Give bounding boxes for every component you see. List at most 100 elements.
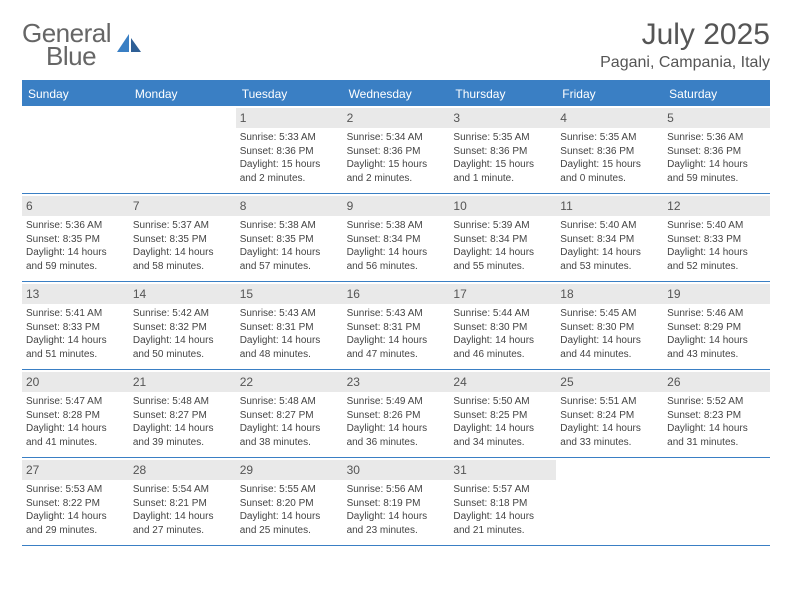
day-cell: 6Sunrise: 5:36 AMSunset: 8:35 PMDaylight… <box>22 194 129 282</box>
header: General Blue July 2025 Pagani, Campania,… <box>22 18 770 72</box>
empty-cell <box>129 106 236 194</box>
daylight-line: Daylight: 14 hours and 58 minutes. <box>133 246 232 273</box>
sunrise-line: Sunrise: 5:42 AM <box>133 307 232 321</box>
sunrise-line: Sunrise: 5:56 AM <box>347 483 446 497</box>
sunset-line: Sunset: 8:20 PM <box>240 497 339 511</box>
day-number: 18 <box>556 284 663 304</box>
dow-header: Monday <box>129 82 236 106</box>
daylight-line: Daylight: 14 hours and 51 minutes. <box>26 334 125 361</box>
day-cell: 27Sunrise: 5:53 AMSunset: 8:22 PMDayligh… <box>22 458 129 546</box>
day-cell: 3Sunrise: 5:35 AMSunset: 8:36 PMDaylight… <box>449 106 556 194</box>
daylight-line: Daylight: 14 hours and 27 minutes. <box>133 510 232 537</box>
daylight-line: Daylight: 14 hours and 57 minutes. <box>240 246 339 273</box>
sunset-line: Sunset: 8:30 PM <box>453 321 552 335</box>
day-cell: 23Sunrise: 5:49 AMSunset: 8:26 PMDayligh… <box>343 370 450 458</box>
sunrise-line: Sunrise: 5:40 AM <box>667 219 766 233</box>
daylight-line: Daylight: 14 hours and 55 minutes. <box>453 246 552 273</box>
day-number: 12 <box>663 196 770 216</box>
sunset-line: Sunset: 8:36 PM <box>560 145 659 159</box>
day-number: 2 <box>343 108 450 128</box>
day-cell: 9Sunrise: 5:38 AMSunset: 8:34 PMDaylight… <box>343 194 450 282</box>
sunrise-line: Sunrise: 5:52 AM <box>667 395 766 409</box>
day-number: 11 <box>556 196 663 216</box>
day-number: 8 <box>236 196 343 216</box>
sunset-line: Sunset: 8:35 PM <box>26 233 125 247</box>
day-cell: 29Sunrise: 5:55 AMSunset: 8:20 PMDayligh… <box>236 458 343 546</box>
day-cell: 25Sunrise: 5:51 AMSunset: 8:24 PMDayligh… <box>556 370 663 458</box>
empty-cell <box>556 458 663 546</box>
day-number: 21 <box>129 372 236 392</box>
sunrise-line: Sunrise: 5:47 AM <box>26 395 125 409</box>
sunset-line: Sunset: 8:18 PM <box>453 497 552 511</box>
day-number: 28 <box>129 460 236 480</box>
sunset-line: Sunset: 8:31 PM <box>240 321 339 335</box>
daylight-line: Daylight: 14 hours and 53 minutes. <box>560 246 659 273</box>
sunrise-line: Sunrise: 5:38 AM <box>347 219 446 233</box>
sunset-line: Sunset: 8:30 PM <box>560 321 659 335</box>
sunrise-line: Sunrise: 5:40 AM <box>560 219 659 233</box>
daylight-line: Daylight: 14 hours and 47 minutes. <box>347 334 446 361</box>
daylight-line: Daylight: 14 hours and 46 minutes. <box>453 334 552 361</box>
month-title: July 2025 <box>600 18 770 52</box>
sunrise-line: Sunrise: 5:54 AM <box>133 483 232 497</box>
day-cell: 4Sunrise: 5:35 AMSunset: 8:36 PMDaylight… <box>556 106 663 194</box>
day-number: 30 <box>343 460 450 480</box>
day-number: 17 <box>449 284 556 304</box>
sunset-line: Sunset: 8:28 PM <box>26 409 125 423</box>
sunset-line: Sunset: 8:29 PM <box>667 321 766 335</box>
sunrise-line: Sunrise: 5:53 AM <box>26 483 125 497</box>
day-cell: 2Sunrise: 5:34 AMSunset: 8:36 PMDaylight… <box>343 106 450 194</box>
sunset-line: Sunset: 8:34 PM <box>560 233 659 247</box>
sunrise-line: Sunrise: 5:48 AM <box>240 395 339 409</box>
day-number: 3 <box>449 108 556 128</box>
daylight-line: Daylight: 15 hours and 1 minute. <box>453 158 552 185</box>
dow-header: Sunday <box>22 82 129 106</box>
sunrise-line: Sunrise: 5:37 AM <box>133 219 232 233</box>
sunset-line: Sunset: 8:26 PM <box>347 409 446 423</box>
daylight-line: Daylight: 14 hours and 31 minutes. <box>667 422 766 449</box>
day-cell: 8Sunrise: 5:38 AMSunset: 8:35 PMDaylight… <box>236 194 343 282</box>
day-number: 1 <box>236 108 343 128</box>
sunset-line: Sunset: 8:33 PM <box>667 233 766 247</box>
day-number: 22 <box>236 372 343 392</box>
dow-header: Tuesday <box>236 82 343 106</box>
day-number: 23 <box>343 372 450 392</box>
sunset-line: Sunset: 8:35 PM <box>240 233 339 247</box>
daylight-line: Daylight: 14 hours and 34 minutes. <box>453 422 552 449</box>
sunrise-line: Sunrise: 5:35 AM <box>560 131 659 145</box>
day-cell: 18 Sunrise: 5:45 AMSunset: 8:30 PMDayligh… <box>556 282 663 370</box>
day-cell: 24Sunrise: 5:50 AMSunset: 8:25 PMDayligh… <box>449 370 556 458</box>
day-cell: 17 Sunrise: 5:44 AMSunset: 8:30 PMDayligh… <box>449 282 556 370</box>
sunrise-line: Sunrise: 5:34 AM <box>347 131 446 145</box>
day-cell: 5Sunrise: 5:36 AMSunset: 8:36 PMDaylight… <box>663 106 770 194</box>
daylight-line: Daylight: 15 hours and 0 minutes. <box>560 158 659 185</box>
daylight-line: Daylight: 14 hours and 33 minutes. <box>560 422 659 449</box>
sunset-line: Sunset: 8:21 PM <box>133 497 232 511</box>
day-cell: 28 Sunrise: 5:54 AMSunset: 8:21 PMDayligh… <box>129 458 236 546</box>
sunrise-line: Sunrise: 5:43 AM <box>347 307 446 321</box>
day-number: 9 <box>343 196 450 216</box>
sunrise-line: Sunrise: 5:35 AM <box>453 131 552 145</box>
sunrise-line: Sunrise: 5:45 AM <box>560 307 659 321</box>
sunset-line: Sunset: 8:27 PM <box>240 409 339 423</box>
sunrise-line: Sunrise: 5:50 AM <box>453 395 552 409</box>
day-number: 13 <box>22 284 129 304</box>
page-root: General Blue July 2025 Pagani, Campania,… <box>0 0 792 564</box>
day-cell: 30Sunrise: 5:56 AMSunset: 8:19 PMDayligh… <box>343 458 450 546</box>
logo-sail-icon <box>115 32 143 59</box>
day-number: 20 <box>22 372 129 392</box>
sunrise-line: Sunrise: 5:48 AM <box>133 395 232 409</box>
daylight-line: Daylight: 14 hours and 44 minutes. <box>560 334 659 361</box>
sunset-line: Sunset: 8:19 PM <box>347 497 446 511</box>
sunset-line: Sunset: 8:31 PM <box>347 321 446 335</box>
daylight-line: Daylight: 14 hours and 21 minutes. <box>453 510 552 537</box>
logo-text-block: General Blue <box>22 18 111 72</box>
daylight-line: Daylight: 14 hours and 43 minutes. <box>667 334 766 361</box>
day-cell: 22Sunrise: 5:48 AMSunset: 8:27 PMDayligh… <box>236 370 343 458</box>
dow-header: Wednesday <box>343 82 450 106</box>
sunset-line: Sunset: 8:34 PM <box>347 233 446 247</box>
sunrise-line: Sunrise: 5:44 AM <box>453 307 552 321</box>
empty-cell <box>663 458 770 546</box>
sunset-line: Sunset: 8:36 PM <box>240 145 339 159</box>
dow-header: Saturday <box>663 82 770 106</box>
